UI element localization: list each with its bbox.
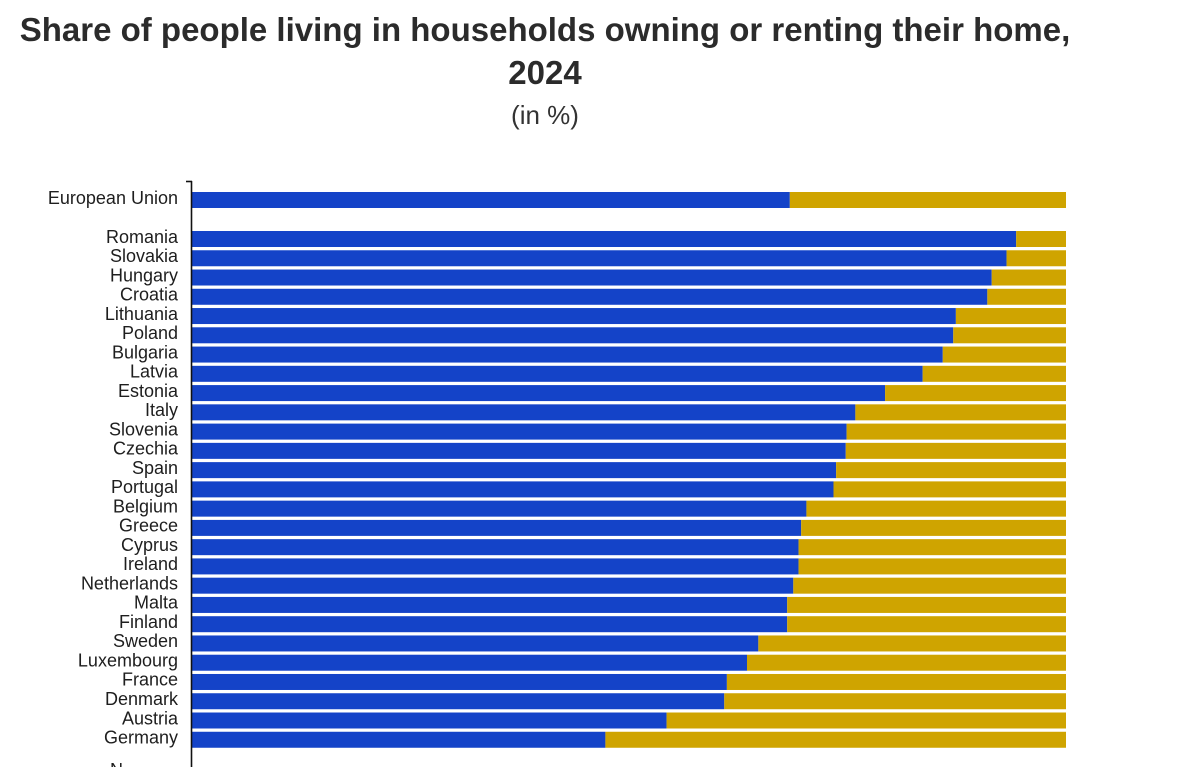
bar-owning-romania: [192, 231, 1017, 247]
bar-renting-estonia: [885, 385, 1066, 402]
bar-owning-germany: [192, 731, 606, 748]
bar-owning-latvia: [192, 365, 923, 382]
category-label-italy: Italy: [145, 400, 178, 420]
category-label-slovakia: Slovakia: [110, 246, 179, 266]
bar-renting-malta: [787, 596, 1066, 613]
category-label-luxembourg: Luxembourg: [78, 650, 178, 670]
bar-renting-czechia: [845, 442, 1066, 459]
category-label-poland: Poland: [122, 323, 178, 343]
bar-owning-greece: [192, 519, 802, 536]
category-label-spain: Spain: [132, 458, 178, 478]
bar-owning-slovenia: [192, 423, 847, 440]
category-label-malta: Malta: [134, 593, 179, 613]
category-label-czechia: Czechia: [113, 439, 179, 459]
category-label-slovenia: Slovenia: [109, 419, 179, 439]
category-label-hungary: Hungary: [110, 265, 178, 285]
bar-renting-italy: [855, 404, 1066, 421]
category-label-lithuania: Lithuania: [105, 304, 179, 324]
bar-renting-portugal: [833, 481, 1066, 498]
category-label-ireland: Ireland: [123, 554, 178, 574]
category-label-netherlands: Netherlands: [81, 573, 178, 593]
bar-owning-portugal: [192, 481, 834, 498]
bar-renting-greece: [801, 519, 1066, 536]
category-label-belgium: Belgium: [113, 496, 178, 516]
category-label-estonia: Estonia: [118, 381, 179, 401]
bar-owning-france: [192, 673, 727, 690]
bar-owning-belgium: [192, 500, 807, 517]
category-label-bulgaria: Bulgaria: [112, 342, 179, 362]
bar-owning-spain: [192, 462, 837, 479]
bar-owning-hungary: [192, 269, 992, 286]
bar-renting-france: [726, 673, 1066, 690]
bar-renting-denmark: [724, 693, 1066, 710]
bar-owning-cyprus: [192, 539, 799, 556]
category-label-croatia: Croatia: [120, 285, 179, 305]
bar-renting-latvia: [922, 365, 1066, 382]
bar-renting-poland: [953, 327, 1066, 344]
bar-renting-cyprus: [798, 539, 1066, 556]
bar-owning-sweden: [192, 635, 759, 652]
chart-subtitle: (in %): [511, 100, 579, 130]
category-label-partial: N: [110, 760, 123, 767]
bar-renting-germany: [605, 731, 1066, 748]
category-label-france: France: [122, 670, 178, 690]
bar-renting-romania: [1016, 231, 1066, 247]
bar-renting-luxembourg: [746, 654, 1066, 671]
bar-renting-croatia: [987, 288, 1066, 305]
category-label-latvia: Latvia: [130, 362, 179, 382]
bar-renting-finland: [787, 616, 1066, 633]
bar-owning-finland: [192, 616, 788, 633]
bar-renting-slovenia: [846, 423, 1066, 440]
bar-renting-ireland: [798, 558, 1066, 575]
category-label-european-union: European Union: [48, 188, 178, 208]
bar-owning-malta: [192, 596, 788, 613]
bar-owning-european-union: [192, 192, 790, 208]
bar-owning-estonia: [192, 385, 886, 402]
bar-owning-czechia: [192, 442, 846, 459]
bar-owning-austria: [192, 712, 667, 729]
bar-renting-austria: [666, 712, 1066, 729]
category-label-finland: Finland: [119, 612, 178, 632]
bar-owning-lithuania: [192, 308, 956, 325]
bar-renting-spain: [836, 462, 1066, 479]
bar-owning-ireland: [192, 558, 799, 575]
category-label-portugal: Portugal: [111, 477, 178, 497]
bar-renting-netherlands: [793, 577, 1066, 594]
bar-renting-belgium: [806, 500, 1066, 517]
category-label-cyprus: Cyprus: [121, 535, 178, 555]
bar-owning-slovakia: [192, 250, 1007, 267]
category-label-denmark: Denmark: [105, 689, 179, 709]
bar-renting-european-union: [789, 192, 1066, 208]
bar-renting-hungary: [991, 269, 1066, 286]
category-label-austria: Austria: [122, 708, 179, 728]
bar-owning-luxembourg: [192, 654, 747, 671]
chart-title: Share of people living in households own…: [19, 11, 1071, 91]
bar-owning-denmark: [192, 693, 725, 710]
bar-renting-bulgaria: [942, 346, 1066, 363]
bar-renting-lithuania: [955, 308, 1066, 325]
bar-owning-netherlands: [192, 577, 794, 594]
category-label-germany: Germany: [104, 728, 178, 748]
bar-owning-croatia: [192, 288, 988, 305]
bar-renting-slovakia: [1006, 250, 1066, 267]
bar-renting-sweden: [758, 635, 1066, 652]
category-label-sweden: Sweden: [113, 631, 178, 651]
bar-owning-poland: [192, 327, 954, 344]
bar-owning-italy: [192, 404, 856, 421]
category-label-greece: Greece: [119, 516, 178, 536]
bar-owning-bulgaria: [192, 346, 943, 363]
category-label-romania: Romania: [106, 227, 179, 247]
